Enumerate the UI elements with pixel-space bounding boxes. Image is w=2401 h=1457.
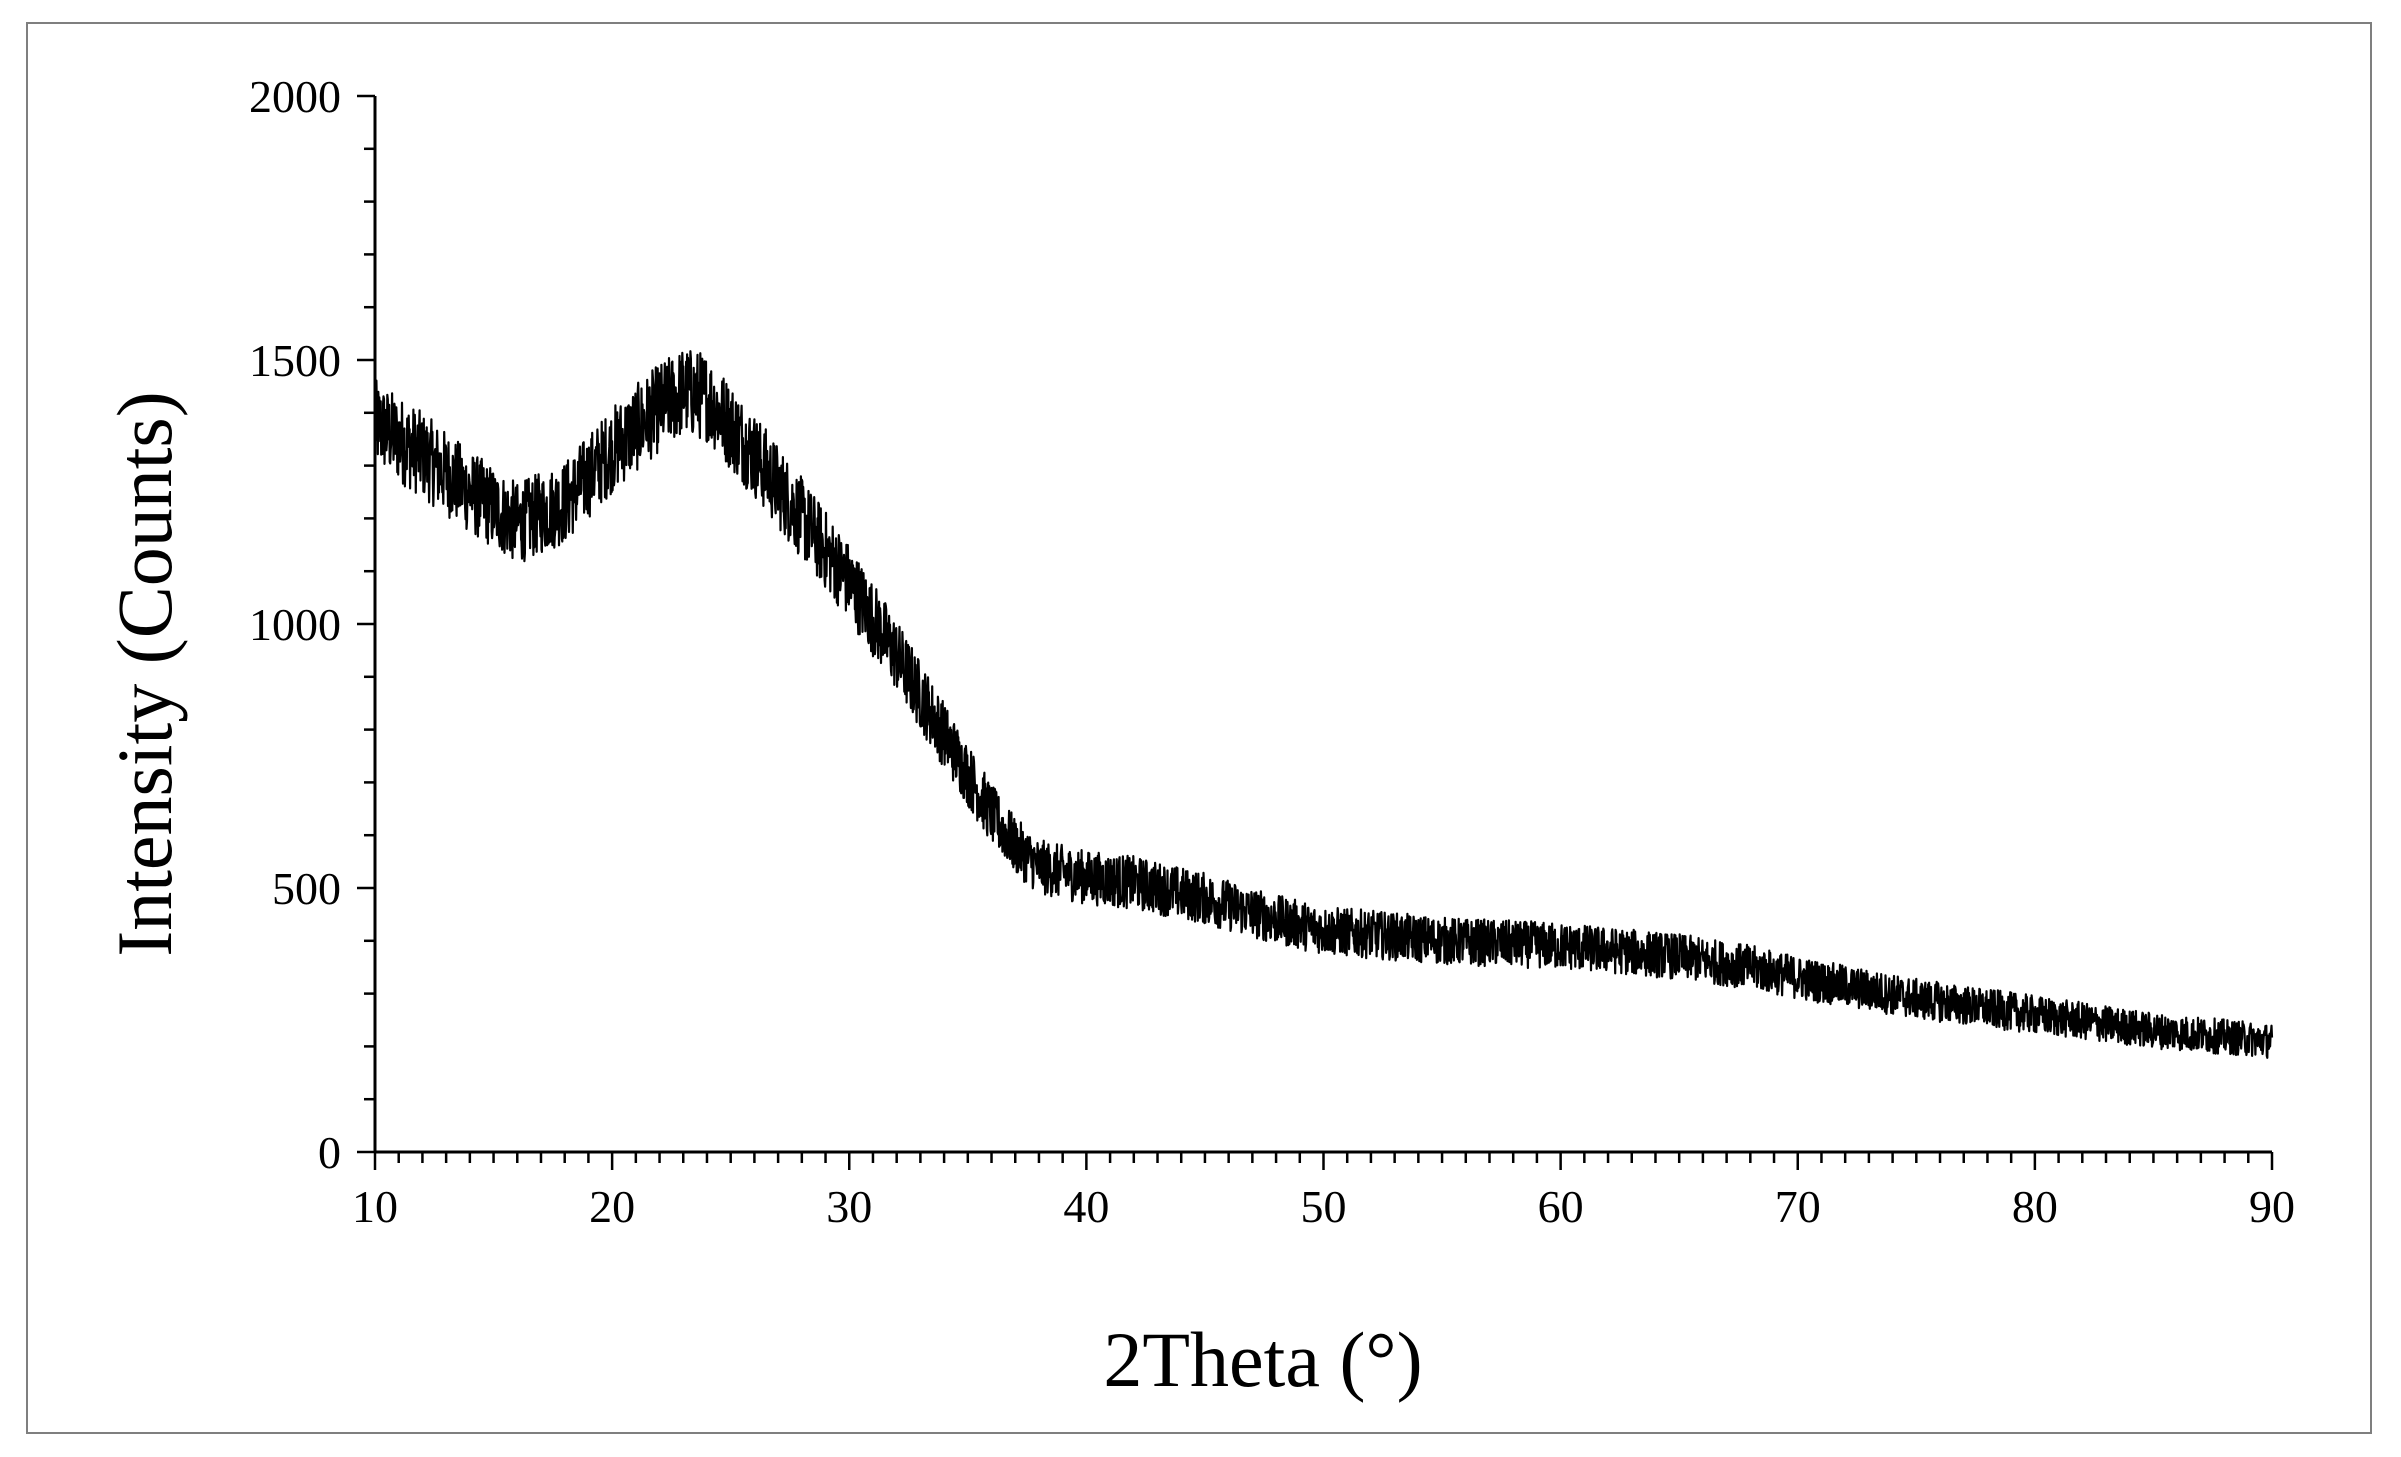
x-tick-label: 30 bbox=[826, 1181, 872, 1232]
x-tick-label: 20 bbox=[589, 1181, 635, 1232]
ticks-layer bbox=[357, 94, 2274, 1170]
x-tick-label: 10 bbox=[352, 1181, 398, 1232]
x-tick-label: 60 bbox=[1538, 1181, 1584, 1232]
y-tick-label: 500 bbox=[272, 863, 341, 914]
tick-labels-layer: 10 20 30 40 50 60 70 80 90 0 500 1000 1500 2000 bbox=[249, 71, 2295, 1232]
series-line bbox=[373, 350, 2274, 1059]
y-tick-label: 1000 bbox=[249, 599, 341, 650]
data-layer bbox=[373, 350, 2274, 1059]
x-tick-label: 50 bbox=[1301, 1181, 1347, 1232]
x-tick-label: 80 bbox=[2012, 1181, 2058, 1232]
x-axis-title: 2Theta (°) bbox=[1103, 1316, 1422, 1403]
y-tick-label: 2000 bbox=[249, 71, 341, 122]
y-tick-label: 1500 bbox=[249, 335, 341, 386]
x-tick-label: 70 bbox=[1775, 1181, 1821, 1232]
chart-frame: 10 20 30 40 50 60 70 80 90 0 500 1000 1500 2000 2Thet… bbox=[26, 22, 2372, 1434]
y-tick-label: 0 bbox=[318, 1127, 341, 1178]
y-axis-title: Intensity (Counts) bbox=[101, 391, 188, 956]
xrd-chart: 10 20 30 40 50 60 70 80 90 0 500 1000 1500 2000 2Thet… bbox=[101, 71, 2295, 1403]
x-tick-label: 40 bbox=[1063, 1181, 1109, 1232]
x-tick-label: 90 bbox=[2249, 1181, 2295, 1232]
